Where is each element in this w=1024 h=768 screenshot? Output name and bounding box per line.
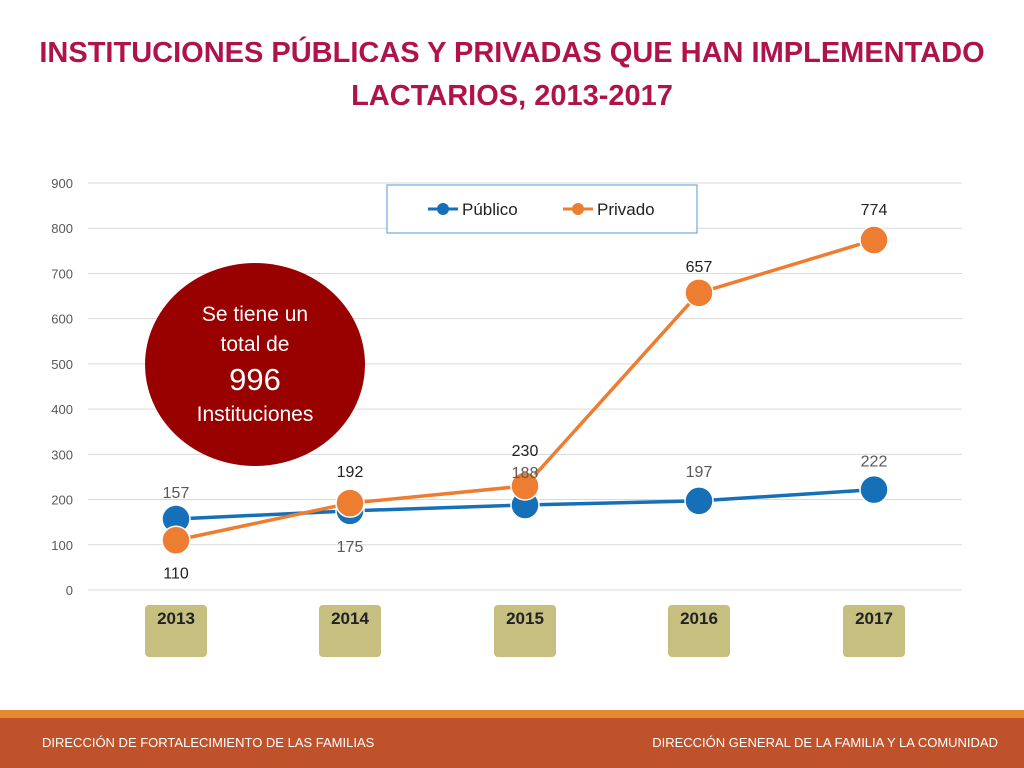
legend-publico-marker xyxy=(437,203,449,215)
y-tick-label: 200 xyxy=(51,493,73,508)
total-callout-circle: Se tiene un total de 996 Instituciones xyxy=(145,263,365,466)
y-tick-label: 500 xyxy=(51,357,73,372)
y-tick-label: 400 xyxy=(51,402,73,417)
footer-left-text: DIRECCIÓN DE FORTALECIMIENTO DE LAS FAMI… xyxy=(42,735,375,750)
data-point-privado xyxy=(859,225,889,255)
legend-privado-marker xyxy=(572,203,584,215)
y-tick-label: 100 xyxy=(51,538,73,553)
x-axis-category-labels: 2013 2014 2015 2016 2017 xyxy=(145,605,905,657)
data-point-privado xyxy=(335,488,365,518)
data-labels: 157 175 188 197 222 110 192 230 657 774 xyxy=(163,202,888,582)
data-label-publico: 175 xyxy=(337,539,364,556)
callout-line-2: total de xyxy=(220,332,290,356)
category-box xyxy=(843,605,905,657)
y-tick-label: 0 xyxy=(66,583,73,598)
legend-publico-label: Público xyxy=(462,200,518,219)
data-point-privado xyxy=(161,525,191,556)
data-label-publico: 157 xyxy=(163,485,190,502)
data-point-privado xyxy=(510,471,540,501)
x-tick-label: 2013 xyxy=(157,609,195,628)
data-label-privado: 230 xyxy=(512,443,539,460)
data-label-privado: 192 xyxy=(337,464,364,481)
data-label-publico: 188 xyxy=(512,465,539,482)
category-box xyxy=(319,605,381,657)
footer-bar: DIRECCIÓN DE FORTALECIMIENTO DE LAS FAMI… xyxy=(0,718,1024,768)
x-tick-label: 2017 xyxy=(855,609,893,628)
legend: Público Privado xyxy=(386,184,698,234)
y-tick-label: 900 xyxy=(51,176,73,191)
callout-line-3: Instituciones xyxy=(196,402,314,426)
x-tick-label: 2014 xyxy=(331,609,369,628)
x-tick-label: 2015 xyxy=(506,609,544,628)
data-point-publico xyxy=(684,486,714,516)
data-label-privado: 110 xyxy=(163,565,189,582)
chart-title: INSTITUCIONES PÚBLICAS Y PRIVADAS QUE HA… xyxy=(0,32,1024,118)
data-point-publico xyxy=(859,474,889,505)
y-tick-label: 800 xyxy=(51,221,73,236)
data-label-privado: 774 xyxy=(861,202,888,219)
y-tick-label: 700 xyxy=(51,266,73,281)
y-tick-label: 600 xyxy=(51,312,73,327)
data-point-privado xyxy=(684,278,714,308)
y-tick-label: 300 xyxy=(51,447,73,462)
category-box xyxy=(145,605,207,657)
chart-title-line-1: INSTITUCIONES PÚBLICAS Y PRIVADAS QUE HA… xyxy=(39,37,985,69)
callout-total-value: 996 xyxy=(229,361,281,397)
data-label-publico: 197 xyxy=(686,464,713,481)
y-axis-tick-labels: 0 100 200 300 400 500 600 700 800 900 xyxy=(51,176,73,598)
category-box xyxy=(668,605,730,657)
callout-line-1: Se tiene un xyxy=(201,302,309,326)
data-label-privado: 657 xyxy=(686,259,713,276)
category-box xyxy=(494,605,556,657)
legend-privado-label: Privado xyxy=(597,200,655,219)
x-tick-label: 2016 xyxy=(680,609,718,628)
data-label-publico: 222 xyxy=(861,454,888,471)
series xyxy=(161,225,889,556)
footer-stripe xyxy=(0,710,1024,718)
chart-title-line-2: LACTARIOS, 2013-2017 xyxy=(351,80,673,112)
footer-right-text: DIRECCIÓN GENERAL DE LA FAMILIA Y LA COM… xyxy=(652,735,998,750)
